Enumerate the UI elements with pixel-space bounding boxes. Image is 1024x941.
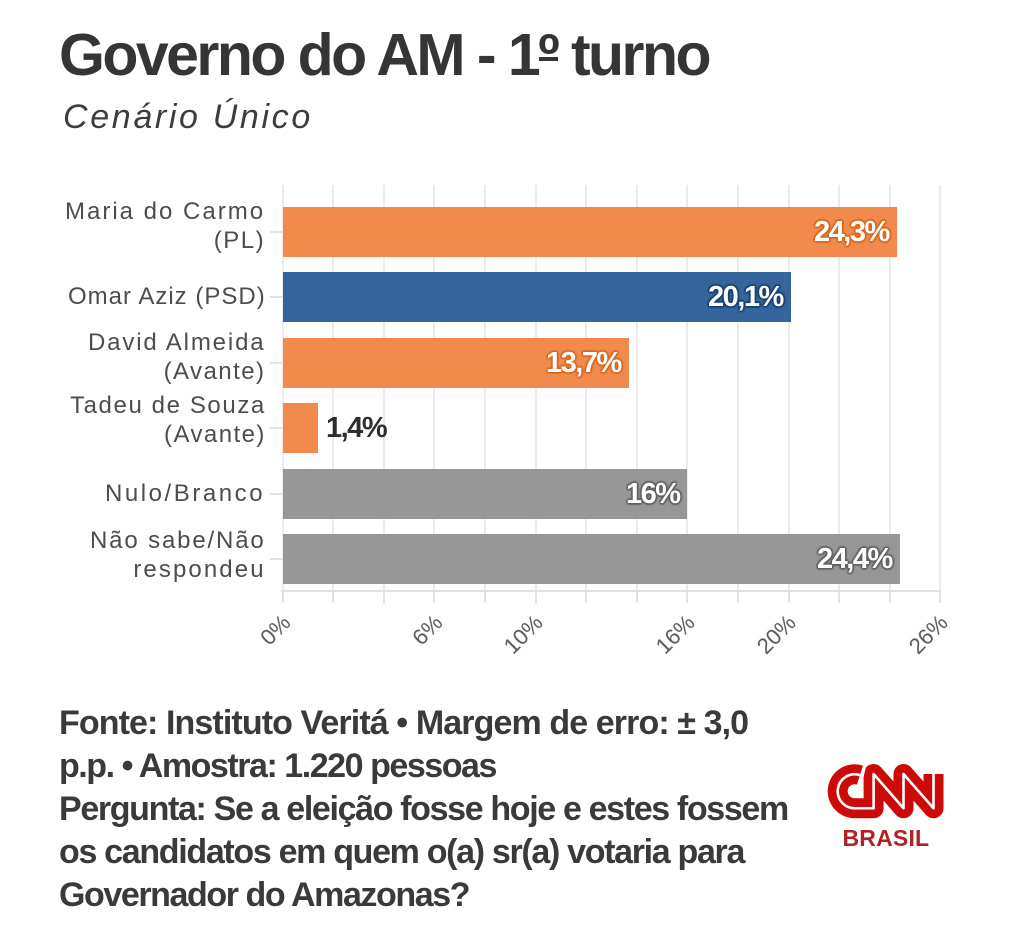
svg-text:BRASIL: BRASIL	[843, 825, 930, 850]
